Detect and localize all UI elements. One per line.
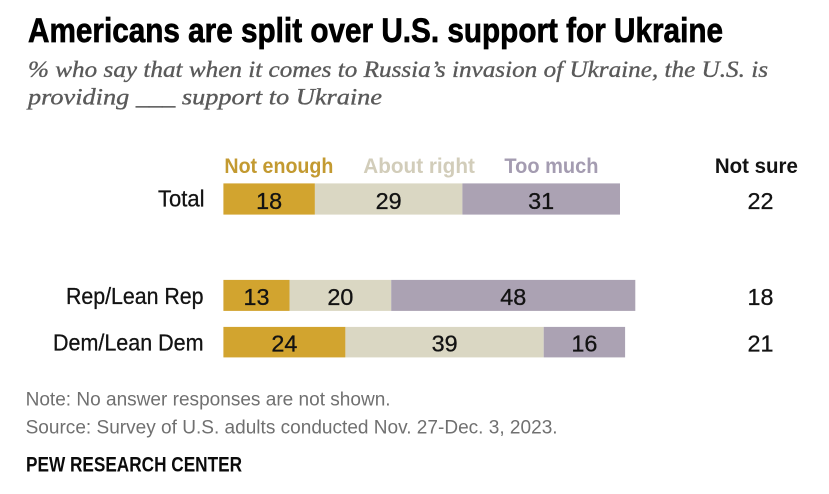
svg-text:20: 20: [327, 284, 353, 310]
svg-text:31: 31: [528, 188, 554, 214]
svg-text:18: 18: [748, 284, 774, 310]
svg-text:Dem/Lean Dem: Dem/Lean Dem: [53, 329, 204, 355]
svg-text:Total: Total: [158, 186, 205, 212]
svg-text:Americans are split over U.S.: Americans are split over U.S. support fo…: [28, 12, 723, 50]
svg-text:PEW RESEARCH CENTER: PEW RESEARCH CENTER: [26, 453, 242, 476]
svg-text:13: 13: [244, 284, 270, 310]
svg-text:18: 18: [256, 188, 282, 214]
svg-text:21: 21: [748, 331, 774, 357]
svg-text:providing ___ support to Ukrai: providing ___ support to Ukraine: [26, 85, 382, 110]
svg-text:% who say that when it comes t: % who say that when it comes to Russia’s…: [28, 57, 768, 82]
svg-text:24: 24: [271, 331, 297, 357]
svg-text:Note: No answer responses are: Note: No answer responses are not shown.: [26, 389, 391, 410]
svg-text:Not enough: Not enough: [224, 155, 333, 178]
svg-text:Rep/Lean Rep: Rep/Lean Rep: [66, 283, 204, 309]
svg-text:Source: Survey of U.S. adults: Source: Survey of U.S. adults conducted …: [26, 417, 558, 438]
svg-text:29: 29: [376, 188, 402, 214]
svg-text:48: 48: [500, 284, 526, 310]
svg-text:Not sure: Not sure: [715, 155, 798, 178]
svg-text:22: 22: [748, 188, 774, 214]
svg-text:Too much: Too much: [504, 155, 598, 178]
svg-text:39: 39: [432, 331, 458, 357]
svg-text:16: 16: [571, 331, 597, 357]
svg-text:About right: About right: [363, 155, 475, 178]
